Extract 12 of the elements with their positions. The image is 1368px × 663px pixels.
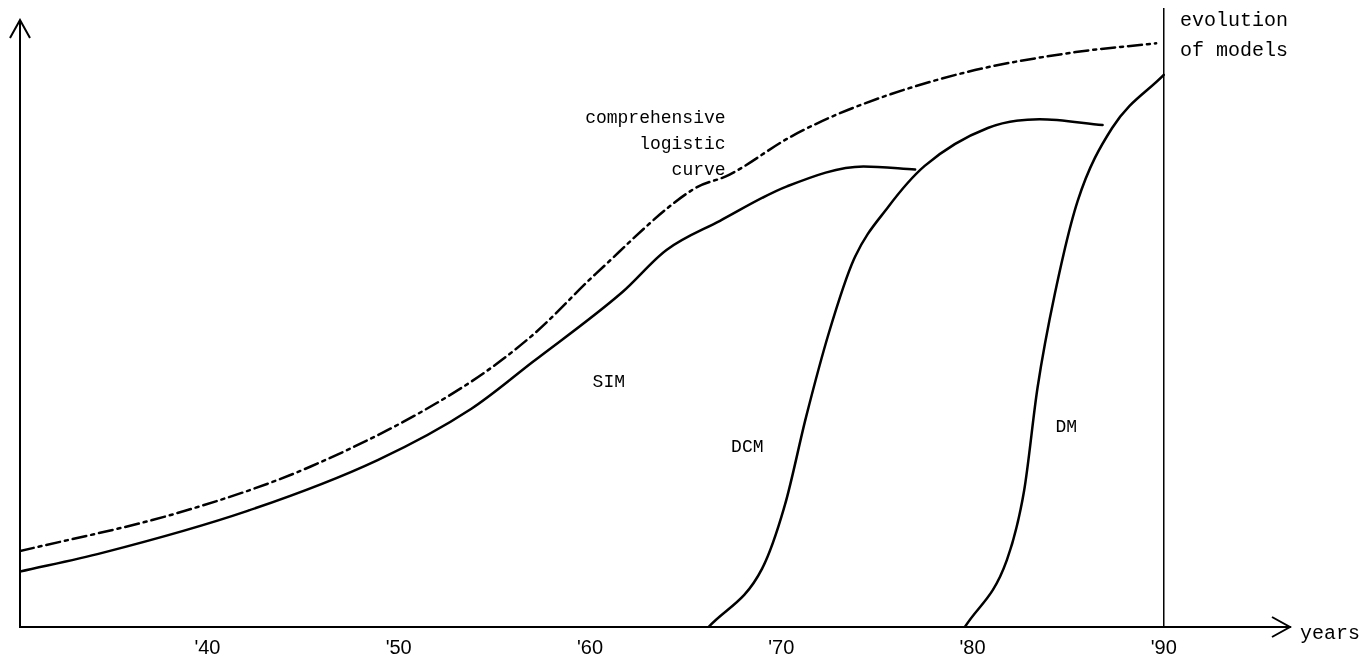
x-axis-title: years [1300, 622, 1361, 645]
text: SIM [592, 371, 625, 392]
series-label: comprehensive logistic curve [585, 108, 726, 181]
x-tick-label: '40 [194, 635, 221, 658]
x-tick-label: '50 [385, 635, 412, 658]
y-axis-title: evolution of models [1180, 8, 1290, 64]
x-tick-label: '70 [768, 635, 795, 658]
series-label: DM [1055, 417, 1078, 438]
series-label: DCM [731, 436, 764, 457]
x-tick-label: '60 [576, 635, 604, 658]
x-tick-label: '80 [959, 635, 986, 658]
x-tick-label: '90 [1150, 635, 1177, 658]
